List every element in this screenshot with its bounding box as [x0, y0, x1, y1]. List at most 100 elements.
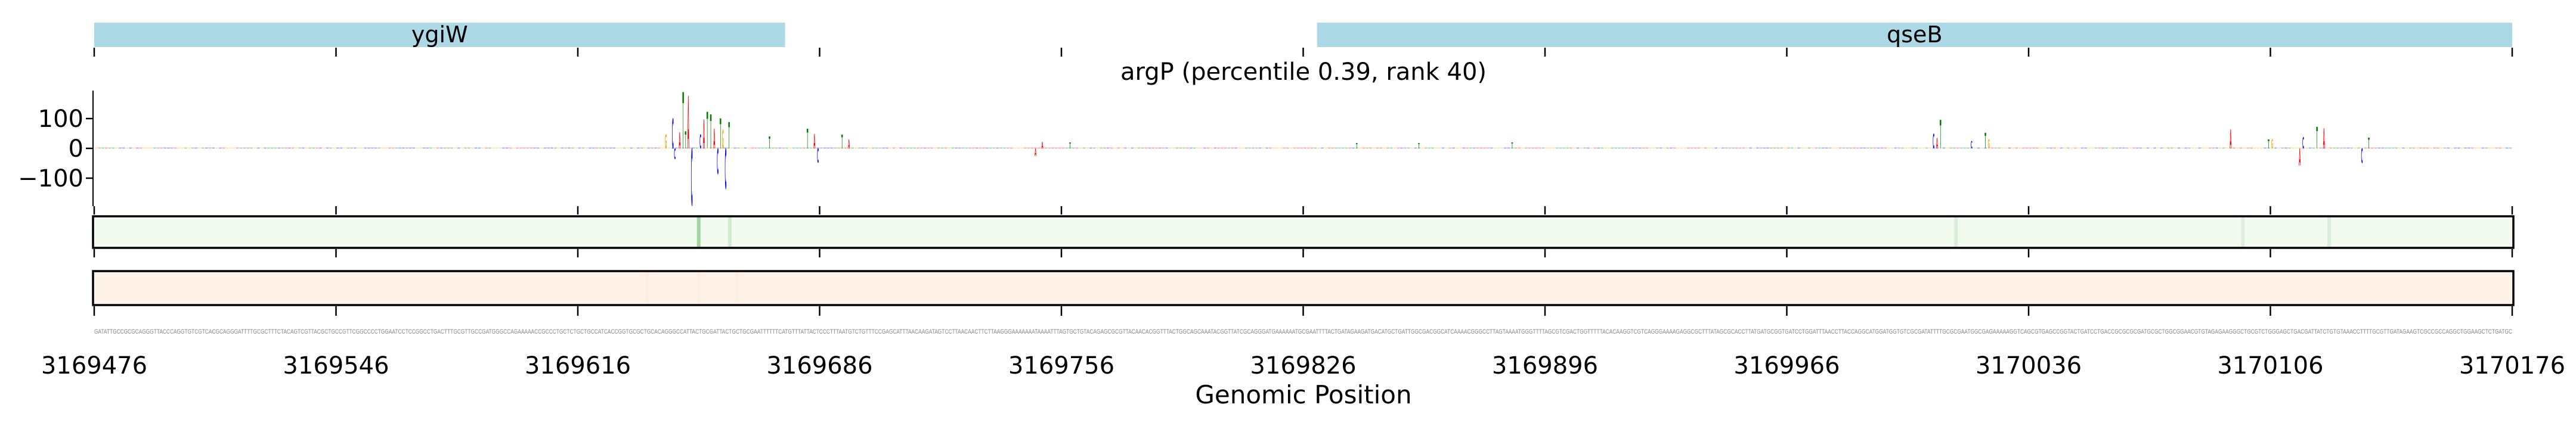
orange-track [92, 270, 2515, 306]
logo-letter-noise [101, 147, 104, 149]
logo-letter-noise [2364, 147, 2367, 149]
logo-letter-noise [1193, 147, 1196, 149]
logo-letter-noise [854, 147, 857, 149]
logo-letter-noise [886, 147, 888, 149]
logo-letter-noise [1973, 147, 1977, 149]
logo-letter-noise [1680, 147, 1683, 149]
logo-letter-noise [1324, 147, 1327, 149]
logo-letter-noise [1407, 147, 1410, 149]
logo-letter-noise [1866, 147, 1870, 149]
attribution-logo-track: G C CA T T AC C A T T ACT G CT T T ACT AAA T T T T C A T C T G A T G A… [86, 77, 2512, 224]
logo-letter-noise [381, 147, 385, 149]
logo-letter-noise [2122, 147, 2125, 149]
logo-letter-noise [592, 147, 595, 149]
logo-letter-noise [302, 147, 305, 149]
logo-letter-noise [2008, 147, 2011, 149]
logo-letter-noise [170, 147, 174, 149]
logo-letter-noise [2298, 147, 2302, 149]
logo-letter-noise [837, 147, 840, 149]
logo-letter-noise [1693, 147, 1697, 149]
logo-letter-noise [1414, 147, 1417, 149]
logo-letter-noise [1797, 147, 1801, 149]
logo-letter-noise [834, 147, 837, 149]
logo-letter-noise [2229, 147, 2233, 149]
logo-letter-noise [2398, 147, 2402, 149]
logo-letter-noise [1759, 147, 1763, 149]
logo-letter-noise [785, 147, 788, 149]
gene-track: ygiW qseB [94, 21, 2512, 48]
logo-letter-noise [1017, 147, 1020, 149]
logo-letter-noise [2360, 147, 2364, 149]
logo-letter-noise [260, 147, 264, 149]
logo-letter-noise [1707, 147, 1711, 149]
logo-letter-noise [1507, 147, 1510, 149]
logo-letter-A: A [713, 123, 715, 156]
logo-letter-noise [2478, 147, 2481, 149]
logo-letter-A: A [2230, 125, 2231, 156]
logo-letter-noise [948, 147, 951, 149]
logo-letter-noise [439, 147, 443, 149]
logo-letter-noise [1103, 147, 1106, 149]
logo-letter-G: G [2271, 138, 2273, 152]
x-tick-label: 3169686 [766, 352, 872, 380]
logo-letter-noise [215, 147, 219, 149]
logo-letter-noise [1231, 147, 1234, 149]
logo-letter-noise [1683, 147, 1687, 149]
logo-letter-noise [443, 147, 447, 149]
logo-letter-noise [2177, 147, 2181, 149]
logo-letter-noise [2260, 147, 2264, 149]
logo-letter-noise [1020, 147, 1023, 149]
logo-letter-noise [896, 147, 899, 149]
logo-letter-noise [1493, 147, 1497, 149]
logo-letter-noise [1483, 147, 1487, 149]
logo-letter-noise [899, 147, 903, 149]
logo-letter-noise [2167, 147, 2171, 149]
logo-letter-noise [612, 147, 616, 149]
logo-letter-noise [782, 147, 785, 149]
logo-letter-noise [2336, 147, 2339, 149]
logo-letter-noise [1213, 147, 1217, 149]
logo-letter-noise [2370, 147, 2374, 149]
logo-letter-noise [1838, 147, 1842, 149]
logo-letter-noise [2439, 147, 2443, 149]
x-tick-label: 3169616 [525, 352, 631, 380]
logo-letter-noise [229, 147, 233, 149]
logo-letter-noise [364, 147, 367, 149]
logo-letter-noise [2509, 147, 2512, 149]
logo-letter-T: T [2368, 136, 2370, 153]
logo-letter-noise [319, 147, 322, 149]
logo-letter-noise [1431, 147, 1435, 149]
logo-letter-noise [1870, 147, 1873, 149]
logo-letter-noise [1272, 147, 1275, 149]
logo-letter-noise [1635, 147, 1638, 149]
orange-track-background [93, 271, 2513, 305]
logo-letter-noise [2153, 147, 2156, 149]
logo-letter-noise [1897, 147, 1901, 149]
logo-letter-noise [464, 147, 467, 149]
logo-letter-noise [2287, 147, 2291, 149]
logo-letter-noise [1572, 147, 1576, 149]
logo-letter-noise [878, 147, 882, 149]
logo-letter-noise [1980, 147, 1984, 149]
logo-letter-noise [129, 147, 132, 149]
logo-letter-noise [174, 147, 177, 149]
logo-letter-noise [1711, 147, 1714, 149]
logo-letter-noise [1220, 147, 1224, 149]
logo-letter-noise [1441, 147, 1445, 149]
logo-letter-noise [744, 147, 747, 149]
logo-letter-noise [2357, 147, 2360, 149]
logo-letter-noise [2001, 147, 2004, 149]
logo-letter-noise [391, 147, 395, 149]
logo-letter-noise [1358, 147, 1362, 149]
logo-letter-noise [1953, 147, 1956, 149]
logo-letter-noise [2101, 147, 2104, 149]
green-track-signal-line [1954, 216, 1958, 248]
logo-letter-noise [2098, 147, 2101, 149]
logo-letter-noise [1873, 147, 1877, 149]
logo-letter-noise [2485, 147, 2488, 149]
logo-letter-noise [1497, 147, 1500, 149]
logo-letter-noise [212, 147, 215, 149]
x-axis-label: Genomic Position [1195, 380, 1411, 409]
logo-letter-noise [1559, 147, 1562, 149]
logo-letter-noise [1262, 147, 1265, 149]
